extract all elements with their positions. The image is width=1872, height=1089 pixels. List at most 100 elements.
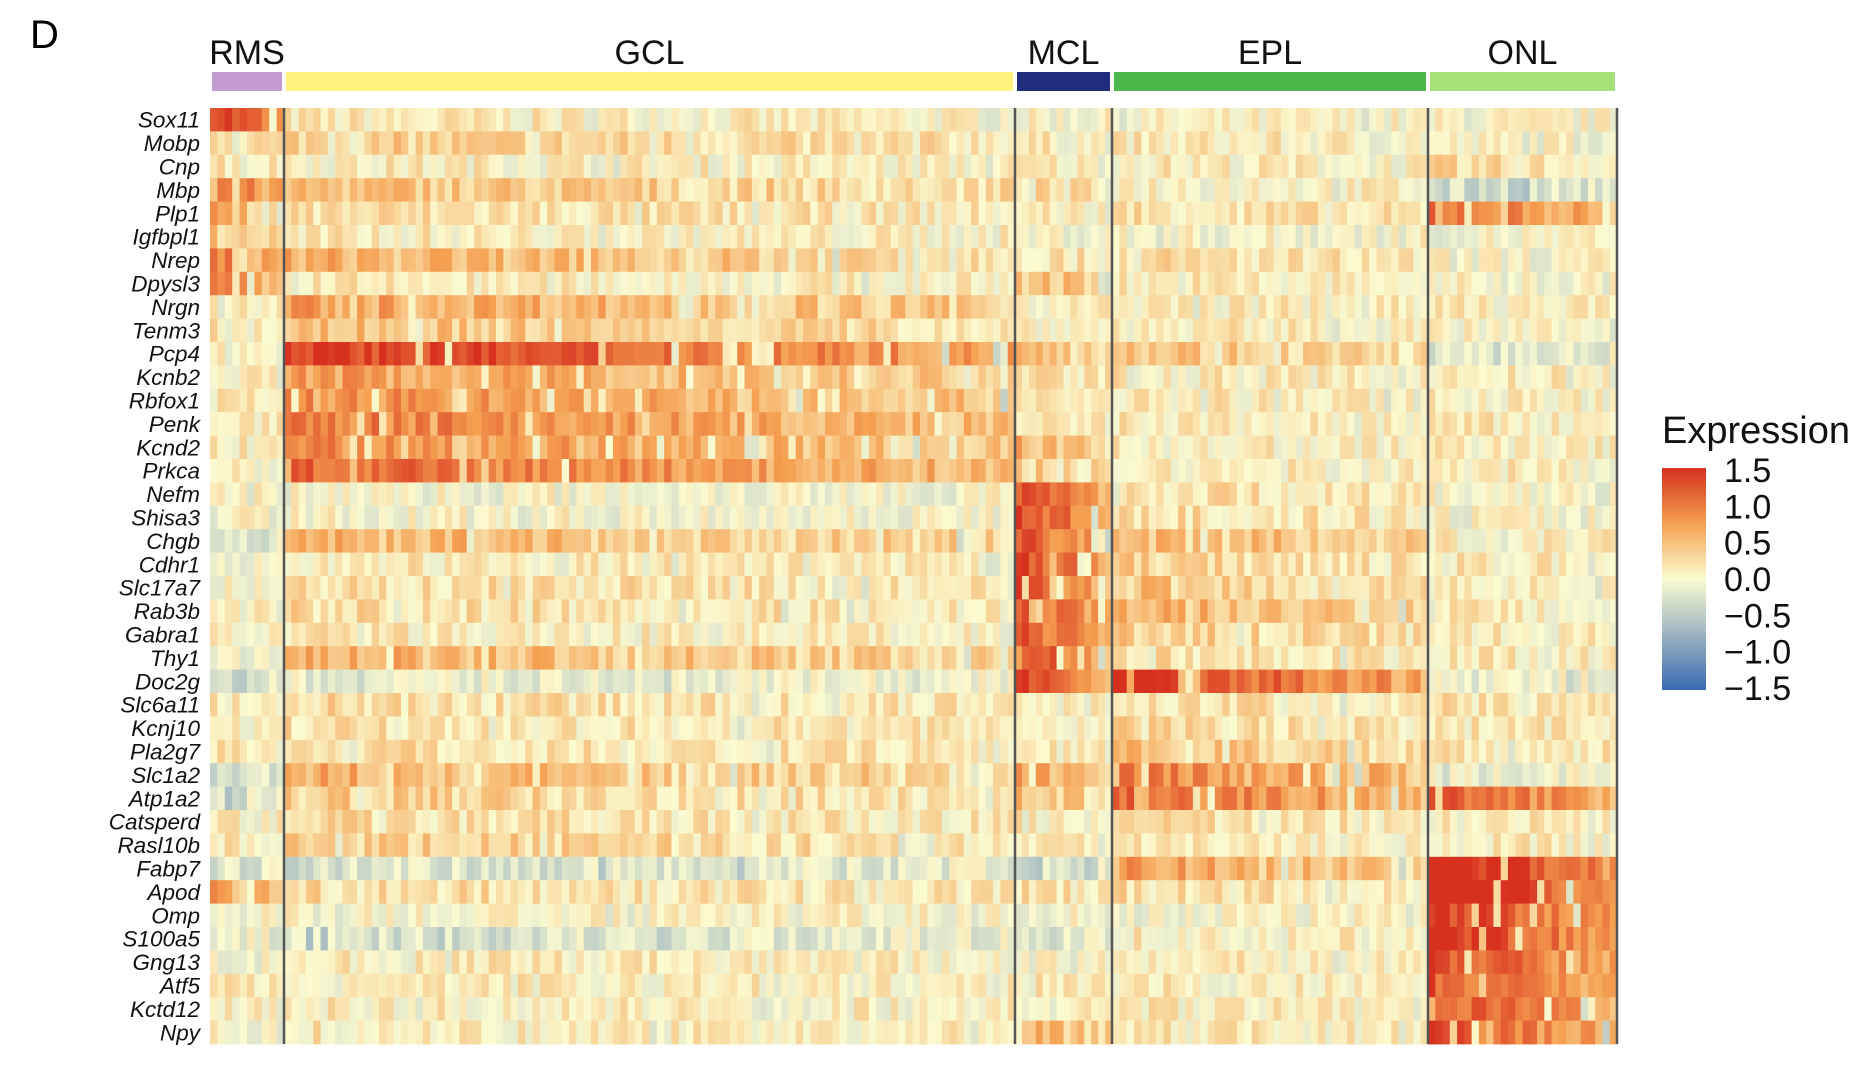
heatmap-cell [868, 154, 877, 179]
heatmap-cell [912, 693, 921, 717]
heatmap-cell [1077, 552, 1085, 577]
heatmap-cell [1515, 178, 1524, 202]
heatmap-cell [1084, 646, 1092, 670]
heatmap-cell [693, 412, 702, 436]
heatmap-cell [452, 318, 461, 343]
heatmap-cell [737, 271, 746, 296]
heatmap-cell [1148, 529, 1157, 553]
heatmap-cell [627, 622, 636, 647]
heatmap-cell [1551, 342, 1560, 366]
heatmap-cell [1522, 576, 1531, 600]
heatmap-cell [919, 131, 928, 156]
heatmap-cell [1486, 248, 1495, 273]
heatmap-cell [539, 318, 548, 343]
heatmap-cell [1580, 365, 1589, 390]
heatmap-cell [883, 412, 892, 436]
heatmap-cell [1602, 622, 1611, 647]
heatmap-cell [971, 552, 980, 577]
heatmap-cell [1529, 154, 1538, 179]
heatmap-cell [1021, 154, 1030, 179]
heatmap-cell [1288, 576, 1297, 600]
heatmap-cell [751, 529, 760, 553]
heatmap-cell [561, 365, 570, 390]
heatmap-cell [1405, 318, 1414, 343]
heatmap-cell [1609, 669, 1618, 694]
heatmap-cell [1266, 552, 1275, 577]
heatmap-cell [291, 482, 300, 507]
heatmap-cell [1522, 552, 1531, 577]
heatmap-cell [481, 342, 490, 366]
heatmap-cell [532, 505, 541, 530]
heatmap-cell [415, 412, 424, 436]
heatmap-cell [1471, 108, 1480, 132]
heatmap-cell [342, 248, 351, 273]
heatmap-cell [1471, 646, 1480, 670]
heatmap-cell [437, 108, 446, 132]
heatmap-cell [949, 271, 958, 296]
heatmap-cell [963, 505, 972, 530]
heatmap-cell [386, 576, 395, 600]
heatmap-cell [313, 271, 322, 296]
heatmap-cell [1310, 552, 1319, 577]
heatmap-cell [1325, 295, 1334, 319]
heatmap-cell [1522, 482, 1531, 507]
heatmap-cell [1529, 482, 1538, 507]
heatmap-cell [1273, 529, 1282, 553]
heatmap-cell [254, 646, 263, 670]
heatmap-cell [612, 131, 621, 156]
heatmap-cell [715, 576, 724, 600]
heatmap-cell [1105, 529, 1113, 553]
heatmap-cell [591, 505, 599, 530]
heatmap-cell [781, 576, 789, 600]
heatmap-cell [956, 154, 965, 179]
heatmap-cell [664, 505, 673, 530]
heatmap-cell [1354, 599, 1363, 624]
heatmap-cell [1091, 365, 1099, 390]
heatmap-cell [1310, 365, 1319, 390]
heatmap-cell [1288, 388, 1297, 413]
heatmap-cell [1602, 154, 1611, 179]
heatmap-cell [1258, 295, 1267, 319]
heatmap-cell [1119, 248, 1128, 273]
heatmap-cell [737, 225, 746, 249]
heatmap-cell [444, 529, 453, 553]
heatmap-cell [342, 201, 351, 226]
heatmap-cell [993, 529, 1001, 553]
heatmap-cell [459, 201, 468, 226]
heatmap-cell [766, 342, 775, 366]
heatmap-cell [459, 669, 468, 694]
heatmap-cell [1214, 622, 1223, 647]
heatmap-cell [437, 599, 446, 624]
heatmap-cell [744, 435, 753, 460]
heatmap-cell [481, 669, 490, 694]
heatmap-cell [905, 342, 914, 366]
heatmap-cell [1325, 646, 1334, 670]
heatmap-cell [452, 388, 461, 413]
heatmap-cell [1383, 576, 1392, 600]
heatmap-cell [437, 505, 446, 530]
heatmap-cell [620, 271, 629, 296]
heatmap-cell [232, 435, 241, 460]
heatmap-cell [861, 482, 870, 507]
heatmap-cell [737, 318, 746, 343]
heatmap-cell [620, 529, 629, 553]
heatmap-cell [1339, 248, 1348, 273]
heatmap-cell [1119, 108, 1128, 132]
heatmap-cell [634, 622, 643, 647]
heatmap-cell [1486, 646, 1495, 670]
heatmap-cell [1244, 365, 1253, 390]
heatmap-cell [335, 131, 344, 156]
heatmap-cell [239, 154, 248, 179]
heatmap-cell [1015, 435, 1023, 460]
heatmap-cell [1042, 131, 1051, 156]
heatmap-cell [415, 459, 424, 483]
heatmap-cell [561, 342, 570, 366]
heatmap-cell [232, 318, 241, 343]
heatmap-cell [1325, 131, 1334, 156]
heatmap-cell [320, 505, 329, 530]
heatmap-cell [495, 365, 504, 390]
heatmap-cell [941, 131, 950, 156]
heatmap-cell [1457, 669, 1465, 694]
heatmap-cell [444, 342, 453, 366]
heatmap-cell [1163, 318, 1172, 343]
